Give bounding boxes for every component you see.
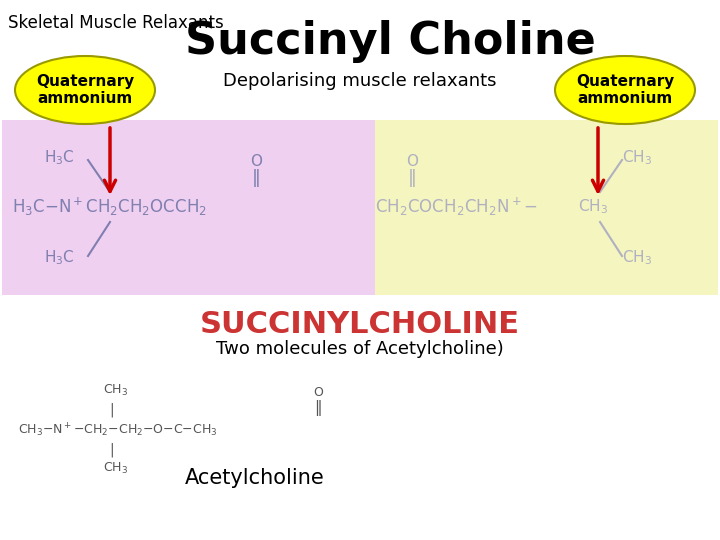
Text: Two molecules of Acetylcholine): Two molecules of Acetylcholine) xyxy=(216,340,504,358)
Text: ‖: ‖ xyxy=(251,169,261,187)
Text: SUCCINYLCHOLINE: SUCCINYLCHOLINE xyxy=(200,310,520,339)
Text: |: | xyxy=(109,403,114,417)
Text: O: O xyxy=(406,154,418,170)
Text: CH$_3$: CH$_3$ xyxy=(103,382,128,397)
Ellipse shape xyxy=(555,56,695,124)
Text: Depolarising muscle relaxants: Depolarising muscle relaxants xyxy=(223,72,497,90)
Text: O: O xyxy=(313,387,323,400)
Text: Quaternary
ammonium: Quaternary ammonium xyxy=(36,74,134,106)
Text: CH$_3$: CH$_3$ xyxy=(103,461,128,476)
Text: CH$_3$: CH$_3$ xyxy=(622,148,652,167)
Text: ‖: ‖ xyxy=(314,400,322,416)
Text: Succinyl Choline: Succinyl Choline xyxy=(184,20,595,63)
Bar xyxy=(375,120,718,295)
Text: Acetylcholine: Acetylcholine xyxy=(185,468,325,488)
Text: H$_3$C: H$_3$C xyxy=(44,248,75,267)
Text: ‖: ‖ xyxy=(408,169,416,187)
Text: H$_3$C: H$_3$C xyxy=(44,148,75,167)
Bar xyxy=(2,120,375,295)
Text: CH$_3$: CH$_3$ xyxy=(578,198,608,217)
Text: CH$_2$COCH$_2$CH$_2$N$^+$$-$: CH$_2$COCH$_2$CH$_2$N$^+$$-$ xyxy=(375,196,538,218)
Text: Quaternary
ammonium: Quaternary ammonium xyxy=(576,74,674,106)
Text: O: O xyxy=(250,154,262,170)
Text: H$_3$C$-$N$^+$CH$_2$CH$_2$OCCH$_2$: H$_3$C$-$N$^+$CH$_2$CH$_2$OCCH$_2$ xyxy=(12,196,207,218)
Text: CH$_3$$-$N$^+$$-$CH$_2$$-$CH$_2$$-$O$-$C$-$CH$_3$: CH$_3$$-$N$^+$$-$CH$_2$$-$CH$_2$$-$O$-$C… xyxy=(18,421,217,438)
Text: |: | xyxy=(109,443,114,457)
Text: Skeletal Muscle Relaxants: Skeletal Muscle Relaxants xyxy=(8,14,224,32)
Ellipse shape xyxy=(15,56,155,124)
Text: CH$_3$: CH$_3$ xyxy=(622,248,652,267)
